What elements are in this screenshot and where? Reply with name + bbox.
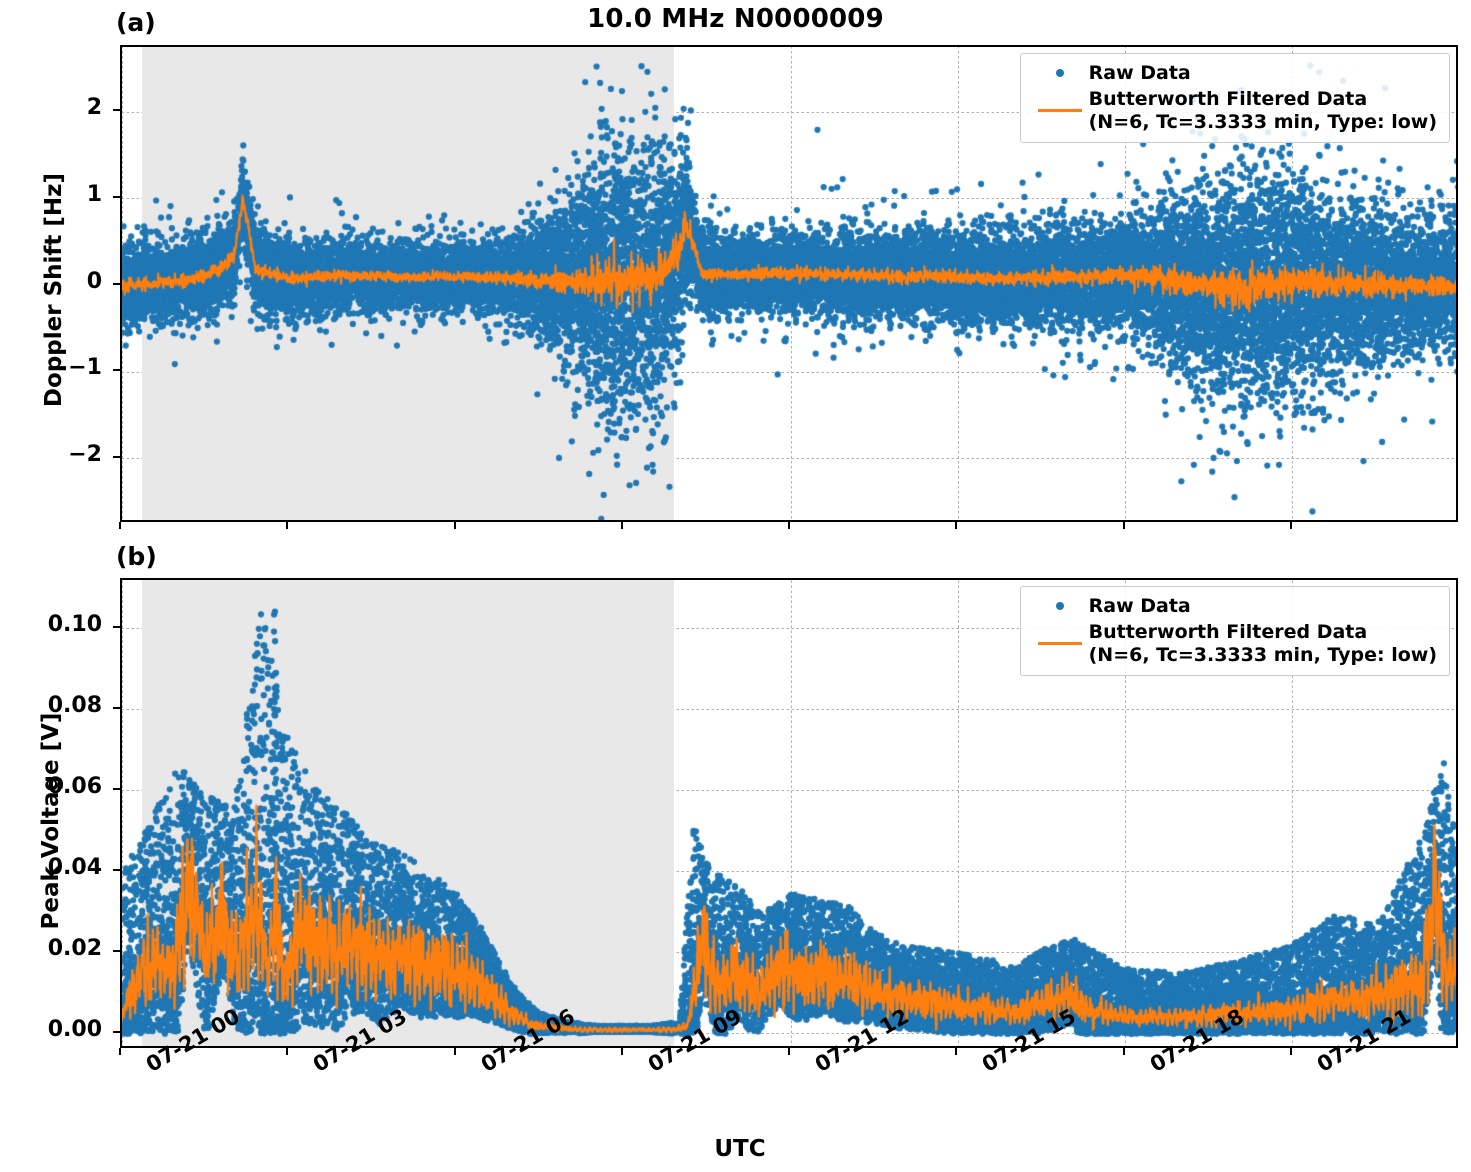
panel-b-axes: Raw Data Butterworth Filtered Data (N=6,… — [120, 578, 1458, 1048]
y-tick-label: 0.04 — [47, 854, 102, 880]
x-tick-label: 07-21 06 — [477, 1004, 579, 1077]
y-tick-mark — [113, 868, 120, 871]
x-tick-mark — [1289, 1048, 1292, 1055]
y-tick-label: 0.08 — [47, 692, 102, 718]
y-tick-mark — [113, 195, 120, 198]
legend-raw-label: Raw Data — [1088, 595, 1191, 617]
legend-entry-raw: Raw Data — [1031, 62, 1437, 84]
x-tick-mark — [453, 522, 456, 529]
x-tick-label: 07-21 15 — [978, 1004, 1080, 1077]
x-tick-mark — [955, 1048, 958, 1055]
legend-entry-filtered: Butterworth Filtered Data (N=6, Tc=3.333… — [1031, 88, 1437, 133]
x-tick-mark — [119, 1048, 121, 1055]
y-tick-label: 2 — [86, 95, 102, 121]
y-tick-mark — [113, 1030, 120, 1033]
y-tick-label: 0.02 — [47, 935, 102, 961]
legend-filtered-label: Butterworth Filtered Data (N=6, Tc=3.333… — [1089, 621, 1437, 666]
y-tick-label: 0.06 — [47, 773, 102, 799]
legend-entry-filtered: Butterworth Filtered Data (N=6, Tc=3.333… — [1031, 621, 1437, 666]
panel-a-legend: Raw Data Butterworth Filtered Data (N=6,… — [1019, 53, 1450, 144]
y-tick-label: 1 — [86, 181, 102, 207]
raw-data-marker-icon — [1031, 69, 1089, 78]
panel-b-ylabel: Peak Voltage [V] — [38, 712, 64, 930]
panel-b-legend: Raw Data Butterworth Filtered Data (N=6,… — [1019, 586, 1450, 677]
y-tick-mark — [113, 109, 120, 112]
x-tick-mark — [1122, 522, 1125, 529]
x-tick-mark — [620, 522, 623, 529]
legend-filtered-line2: (N=6, Tc=3.3333 min, Type: low) — [1088, 110, 1437, 133]
panel-a-tag: (a) — [116, 8, 156, 37]
y-tick-mark — [113, 787, 120, 790]
x-tick-label: 07-21 09 — [644, 1004, 746, 1077]
panel-a-axes: Raw Data Butterworth Filtered Data (N=6,… — [120, 45, 1458, 522]
x-tick-label: 07-21 00 — [142, 1004, 244, 1077]
x-tick-label: 07-21 03 — [309, 1004, 411, 1077]
x-tick-mark — [1289, 522, 1292, 529]
x-tick-mark — [1122, 1048, 1125, 1055]
x-axis-label: UTC — [714, 1136, 766, 1162]
legend-filtered-line1: Butterworth Filtered Data — [1088, 88, 1368, 111]
x-tick-mark — [453, 1048, 456, 1055]
x-tick-mark — [119, 522, 121, 529]
y-tick-mark — [113, 455, 120, 458]
x-tick-label: 07-21 21 — [1313, 1004, 1415, 1077]
legend-raw-label: Raw Data — [1088, 62, 1191, 84]
y-tick-label: 0 — [86, 268, 102, 294]
figure-title: 10.0 MHz N0000009 — [587, 4, 884, 34]
x-tick-mark — [955, 522, 958, 529]
legend-filtered-line2: (N=6, Tc=3.3333 min, Type: low) — [1088, 643, 1437, 666]
legend-entry-raw: Raw Data — [1031, 595, 1437, 617]
x-tick-mark — [788, 1048, 790, 1055]
y-tick-mark — [113, 282, 120, 285]
panel-b-tag: (b) — [116, 542, 157, 571]
legend-filtered-line1: Butterworth Filtered Data — [1088, 621, 1368, 644]
x-tick-mark — [788, 522, 790, 529]
y-tick-label: −1 — [68, 355, 102, 381]
y-tick-mark — [113, 949, 120, 952]
y-tick-label: 0.00 — [47, 1016, 102, 1042]
y-tick-mark — [113, 369, 120, 372]
y-tick-mark — [113, 625, 120, 628]
filtered-line-icon — [1031, 642, 1089, 646]
legend-filtered-label: Butterworth Filtered Data (N=6, Tc=3.333… — [1089, 88, 1437, 133]
raw-data-marker-icon — [1031, 602, 1089, 611]
filtered-line-icon — [1031, 109, 1089, 113]
x-tick-mark — [286, 522, 289, 529]
x-tick-label: 07-21 12 — [811, 1004, 913, 1077]
y-tick-label: 0.10 — [47, 611, 102, 637]
y-tick-label: −2 — [68, 441, 102, 467]
x-tick-mark — [620, 1048, 623, 1055]
y-tick-mark — [113, 706, 120, 709]
x-tick-label: 07-21 18 — [1146, 1004, 1248, 1077]
x-tick-mark — [286, 1048, 289, 1055]
